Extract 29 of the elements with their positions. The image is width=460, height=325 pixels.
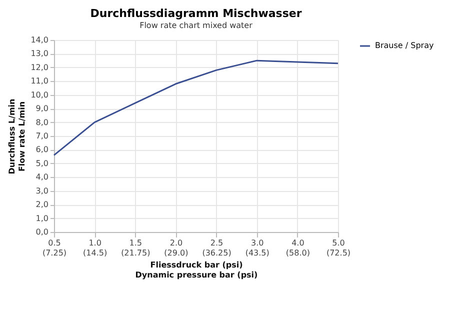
y-tick-label: 14,0 <box>30 36 48 44</box>
y-tick-label: 0,0 <box>36 228 48 236</box>
x-tick-label: 2.0 (29.0) <box>164 238 188 258</box>
line-series <box>53 60 339 156</box>
y-tick-label: 6,0 <box>36 145 48 154</box>
x-tick-label: 0.5 (7.25) <box>42 238 67 258</box>
y-tick-label: 9,0 <box>36 104 48 114</box>
y-tick-label: 13,0 <box>30 49 48 58</box>
x-tick-label: 4.0 (58.0) <box>286 238 310 258</box>
x-tick-label: 1.0 (14.5) <box>83 238 108 258</box>
y-tick-label: 1,0 <box>36 214 48 223</box>
x-tick-label: 2.5 (36.25) <box>202 238 232 258</box>
y-tick-label: 10,0 <box>30 90 48 100</box>
y-tick-label: 7,0 <box>36 132 48 140</box>
x-tick-label: 5.0 (72.5) <box>326 238 351 258</box>
y-tick-label: 5,0 <box>36 158 48 168</box>
y-tick-label: 2,0 <box>36 200 48 210</box>
x-axis-title: Fliessdruck bar (psi) Dynamic pressure bar (psi) <box>135 260 258 280</box>
y-tick-label: 8,0 <box>36 118 48 127</box>
x-tick-label: 1.5 (21.75) <box>121 238 150 258</box>
y-tick-label: 11,0 <box>30 76 48 86</box>
legend-label: Brause / Spray <box>375 41 434 50</box>
chart-subtitle: Flow rate chart mixed water <box>140 21 254 30</box>
chart-title: Durchflussdiagramm Mischwasser <box>90 7 302 20</box>
y-tick-label: 3,0 <box>36 186 48 196</box>
y-tick-label: 12,0 <box>30 62 48 72</box>
y-axis-title: Durchfluss L/min Flow rate L/min <box>8 98 27 174</box>
x-tick-label: 3.0 (43.5) <box>245 238 270 258</box>
y-tick-label: 4,0 <box>36 172 48 182</box>
